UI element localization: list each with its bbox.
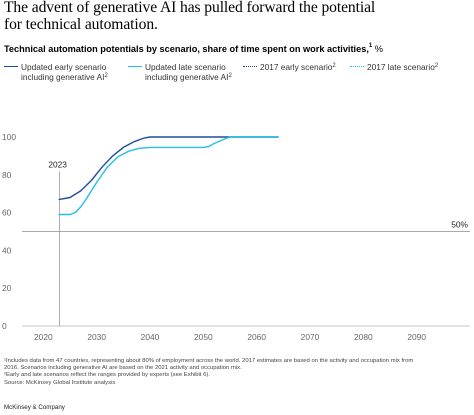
x-tick-label-2040: 2040 [141,332,160,342]
y-tick-label-100: 100 [2,132,16,142]
legend-label-late-2017: 2017 late scenario2 [367,62,439,72]
x-tick-label-2060: 2060 [247,332,266,342]
chart-subtitle-unit: % [374,44,383,54]
y-tick-label-20: 20 [2,283,12,293]
y-tick-label-60: 60 [2,208,12,218]
legend-label-late-updated: Updated late scenario including generativ… [145,62,232,82]
chart-title-line-1: The advent of generative AI has pulled f… [4,0,376,16]
chart-title: The advent of generative AI has pulled f… [4,0,470,33]
series-line-0 [58,136,279,201]
x-tick-label-2050: 2050 [194,332,213,342]
legend-swatch-early-2017 [243,66,257,67]
legend-label-early-2017: 2017 early scenario2 [260,62,336,72]
footnote-2: ²Early and late scenarios reflect the ra… [4,372,210,379]
chart-title-line-2: for technical automation. [4,16,158,33]
x-tick-label-2020: 2020 [34,332,53,342]
legend-label-early-updated: Updated early scenario including generati… [21,62,108,82]
current-year-marker-label: 2023 [48,159,67,169]
footnote-1-continued: 2016. Scenarios including generative AI … [4,365,242,372]
legend-swatch-late-2017 [350,66,364,67]
legend-swatch-early-updated [4,66,18,67]
chart-subtitle: Technical automation potentials by scena… [4,43,470,54]
series-line-1 [58,136,279,216]
legend-swatch-late-updated [128,66,142,67]
source-note: Source: McKinsey Global Institute analys… [4,379,116,386]
footnote-1: ¹Includes data from 47 countries, repres… [4,358,414,364]
x-tick-label-2070: 2070 [301,332,320,342]
y-tick-label-40: 40 [2,245,12,255]
x-tick-label-2080: 2080 [354,332,373,342]
y-tick-label-80: 80 [2,170,12,180]
reference-line-label: 50% [451,220,468,230]
y-tick-label-0: 0 [2,321,7,331]
footnotes: ¹Includes data from 47 countries, repres… [4,358,470,387]
chart-subtitle-text: Technical automation potentials by scena… [4,44,369,54]
chart-subtitle-footnote-marker: 1 [368,43,373,49]
brand-name: McKinsey & Company [4,404,65,411]
x-tick-label-2030: 2030 [87,332,106,342]
chart-legend: Updated early scenario including generati… [4,62,470,88]
x-tick-label-2090: 2090 [407,332,426,342]
